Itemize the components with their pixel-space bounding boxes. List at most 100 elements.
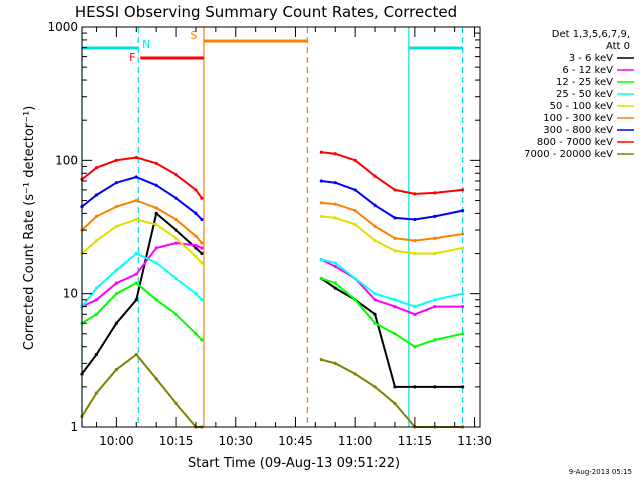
data-point-50-100-kev [433,251,437,256]
data-point-300-800-kev [200,217,204,222]
data-point-6-12-kev [373,298,377,302]
data-point-800-7000-kev [393,188,397,192]
data-point-3-6-kev [200,251,204,256]
data-point-25-50-kev [114,268,118,272]
data-point-300-800-kev [333,181,337,185]
data-point-800-7000-kev [194,188,198,192]
data-point-800-7000-kev [413,192,417,196]
data-point-100-300-kev [194,234,198,238]
data-point-12-25-kev [134,281,138,285]
data-point-300-800-kev [174,196,178,200]
data-point-100-300-kev [174,217,178,222]
series-line-800-7000-kev [321,151,463,195]
data-point-3-6-kev [333,286,337,290]
data-point-12-25-kev [200,338,204,342]
series-line-800-7000-kev [81,156,203,199]
data-point-7000-20000-kev [393,401,397,406]
data-point-50-100-kev [200,261,204,265]
data-point-50-100-kev [174,236,178,240]
data-point-800-7000-kev [433,191,437,195]
data-point-100-300-kev [413,239,417,243]
legend-label-6-12-kev: 6 - 12 keV [562,65,613,76]
data-point-7000-20000-kev [114,367,118,372]
data-point-25-50-kev [353,276,357,281]
legend-title-line-2: Att 0 [606,41,630,52]
data-point-7000-20000-kev [373,385,377,389]
data-point-25-50-kev [413,304,417,309]
data-point-300-800-kev [114,181,118,185]
data-point-6-12-kev [194,243,198,248]
data-point-6-12-kev [393,304,397,309]
data-point-12-25-kev [333,281,337,285]
data-point-100-300-kev [353,208,357,213]
legend-label-300-800-kev: 300 - 800 keV [543,125,613,136]
x-tick-label: 10:45 [278,434,313,448]
data-point-300-800-kev [353,188,357,192]
data-point-50-100-kev [94,239,99,243]
data-point-25-50-kev [433,298,437,302]
legend-label-7000-20000-kev: 7000 - 20000 keV [524,149,613,160]
data-point-25-50-kev [461,292,465,296]
series-line-100-300-kev [81,199,203,244]
data-point-25-50-kev [194,292,198,296]
data-point-50-100-kev [154,222,158,227]
y-axis-label: Corrected Count Rate (s⁻¹ detector⁻¹) [22,106,37,351]
data-point-12-25-kev [433,338,437,342]
y-tick-label: 1 [70,420,78,434]
legend-label-800-7000-kev: 800 - 7000 keV [537,137,613,148]
data-point-7000-20000-kev [174,401,178,406]
data-point-6-12-kev [200,246,204,250]
data-point-25-50-kev [134,251,138,256]
series-line-25-50-kev [81,252,203,308]
legend-label-50-100-kev: 50 - 100 keV [550,101,614,112]
data-point-12-25-kev [154,298,158,302]
data-point-6-12-kev [114,281,118,285]
chart-title: HESSI Observing Summary Count Rates, Cor… [75,3,457,21]
data-point-50-100-kev [134,217,138,222]
data-point-12-25-kev [114,292,118,296]
x-axis-label: Start Time (09-Aug-13 09:51:22) [188,456,400,471]
data-point-3-6-kev [154,211,158,215]
data-point-6-12-kev [413,312,417,316]
data-point-800-7000-kev [333,152,337,156]
legend-label-25-50-kev: 25 - 50 keV [556,89,613,100]
data-point-7000-20000-kev [353,372,357,376]
series-line-100-300-kev [321,201,463,242]
data-point-50-100-kev [319,214,323,218]
data-point-7000-20000-kev [319,358,323,362]
data-point-3-6-kev [114,321,118,325]
data-point-50-100-kev [413,251,417,256]
data-point-300-800-kev [94,193,99,197]
data-point-3-6-kev [194,246,198,250]
series-line-3-6-kev [320,277,463,388]
data-point-7000-20000-kev [134,352,138,357]
data-point-800-7000-kev [373,174,377,178]
data-point-100-300-kev [134,198,138,203]
data-point-7000-20000-kev [333,361,337,365]
data-point-25-50-kev [373,292,377,296]
data-point-12-25-kev [461,332,465,336]
data-point-3-6-kev [134,298,138,302]
data-point-3-6-kev [433,385,437,389]
data-point-300-800-kev [433,214,437,218]
data-point-50-100-kev [333,216,337,220]
data-point-25-50-kev [200,298,204,302]
data-point-100-300-kev [319,201,323,205]
data-point-12-25-kev [94,312,99,316]
y-tick-label: 10 [63,287,78,301]
data-point-25-50-kev [154,261,158,265]
data-point-12-25-kev [393,332,397,336]
flag-label: N [142,38,150,51]
x-tick-label: 10:30 [218,434,253,448]
flag-label: S [190,29,197,42]
data-point-6-12-kev [433,304,437,309]
series-line-7000-20000-kev [321,358,463,428]
series-line-6-12-kev [320,258,463,316]
data-point-12-25-kev [413,345,417,349]
data-point-100-300-kev [94,214,99,218]
data-point-12-25-kev [319,276,323,281]
data-point-25-50-kev [94,286,99,290]
data-point-12-25-kev [353,298,357,302]
legend-title-line-1: Det 1,3,5,6,7,9, [552,29,630,40]
data-point-100-300-kev [433,236,437,240]
